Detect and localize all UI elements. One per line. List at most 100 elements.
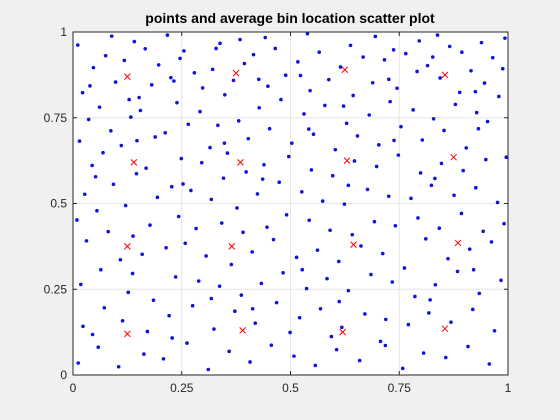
data-point — [388, 99, 392, 104]
data-point — [138, 108, 143, 113]
data-point — [423, 237, 428, 241]
data-point — [265, 225, 269, 229]
data-point — [500, 66, 505, 71]
data-point — [416, 216, 420, 220]
data-point — [492, 328, 497, 333]
data-point — [235, 206, 239, 210]
data-point — [189, 188, 193, 193]
data-point — [170, 336, 174, 340]
data-point — [132, 39, 137, 44]
data-point — [161, 357, 166, 361]
x-tick-label: 0.75 — [388, 381, 412, 395]
data-point — [186, 122, 191, 127]
data-point — [111, 182, 116, 187]
data-point — [101, 150, 105, 155]
data-point — [308, 88, 312, 93]
data-point — [415, 69, 419, 74]
data-point — [262, 162, 266, 167]
data-point — [164, 245, 168, 250]
data-point — [352, 159, 357, 163]
data-point — [123, 203, 128, 208]
data-point — [260, 177, 265, 181]
data-point — [383, 317, 388, 322]
data-point — [173, 275, 178, 279]
data-point — [216, 123, 220, 128]
data-point — [179, 156, 184, 161]
data-point — [176, 214, 181, 219]
data-point — [116, 364, 121, 369]
data-point — [503, 36, 507, 40]
data-point — [297, 315, 302, 320]
data-point — [306, 127, 311, 131]
x-tick-label: 0 — [70, 381, 77, 395]
data-point — [109, 128, 113, 133]
data-point — [363, 312, 367, 316]
data-point — [182, 49, 186, 53]
data-point — [76, 361, 81, 365]
data-point — [474, 185, 478, 190]
bin-average-marker — [228, 243, 236, 250]
data-point — [130, 271, 135, 276]
data-point — [370, 80, 375, 85]
data-point — [395, 86, 399, 91]
data-point — [369, 272, 373, 277]
data-point — [88, 84, 92, 88]
data-point — [208, 145, 212, 150]
data-point — [175, 100, 179, 105]
data-point — [467, 247, 472, 251]
bin-average-marker — [232, 69, 240, 77]
data-point — [473, 89, 478, 94]
data-point — [344, 121, 349, 126]
data-point — [198, 109, 202, 114]
data-point — [250, 250, 255, 254]
data-point — [127, 97, 131, 102]
data-point — [323, 103, 327, 108]
data-point — [487, 362, 492, 366]
data-point — [392, 138, 396, 143]
data-point — [217, 284, 222, 288]
data-point — [190, 303, 195, 308]
data-point — [338, 65, 343, 69]
bin-average-marker — [441, 71, 449, 79]
data-point — [267, 126, 272, 131]
data-point — [143, 47, 148, 51]
data-point — [156, 63, 161, 67]
data-point — [482, 81, 487, 85]
data-point — [446, 256, 450, 261]
data-point — [137, 95, 141, 100]
data-point — [248, 360, 252, 364]
data-point — [181, 182, 185, 186]
chart-title: points and average bin location scatter … — [145, 10, 435, 26]
data-point — [357, 358, 362, 363]
data-point — [431, 116, 436, 121]
data-point — [91, 65, 96, 70]
data-point — [169, 184, 174, 189]
data-point — [209, 197, 214, 202]
data-point — [471, 267, 476, 272]
data-point — [311, 132, 316, 137]
data-point — [286, 154, 291, 159]
data-point — [460, 50, 464, 55]
data-point — [372, 219, 377, 224]
data-point — [93, 174, 98, 179]
data-point — [204, 254, 208, 258]
data-point — [236, 119, 241, 123]
data-point — [413, 294, 417, 299]
bin-average-marker — [124, 330, 131, 338]
data-point — [253, 321, 258, 326]
data-point — [449, 320, 453, 324]
grid — [73, 32, 508, 375]
data-point — [283, 73, 288, 78]
data-point — [229, 262, 234, 267]
bin-average-marker — [441, 325, 449, 333]
y-tick-label: 0.5 — [50, 197, 67, 211]
data-point — [418, 171, 423, 175]
data-point — [284, 213, 289, 217]
data-point — [80, 90, 85, 95]
data-point — [435, 33, 440, 37]
data-point — [131, 234, 135, 238]
data-point — [281, 270, 285, 275]
points-layer — [75, 31, 509, 372]
data-point — [95, 208, 99, 213]
data-point — [251, 52, 256, 57]
